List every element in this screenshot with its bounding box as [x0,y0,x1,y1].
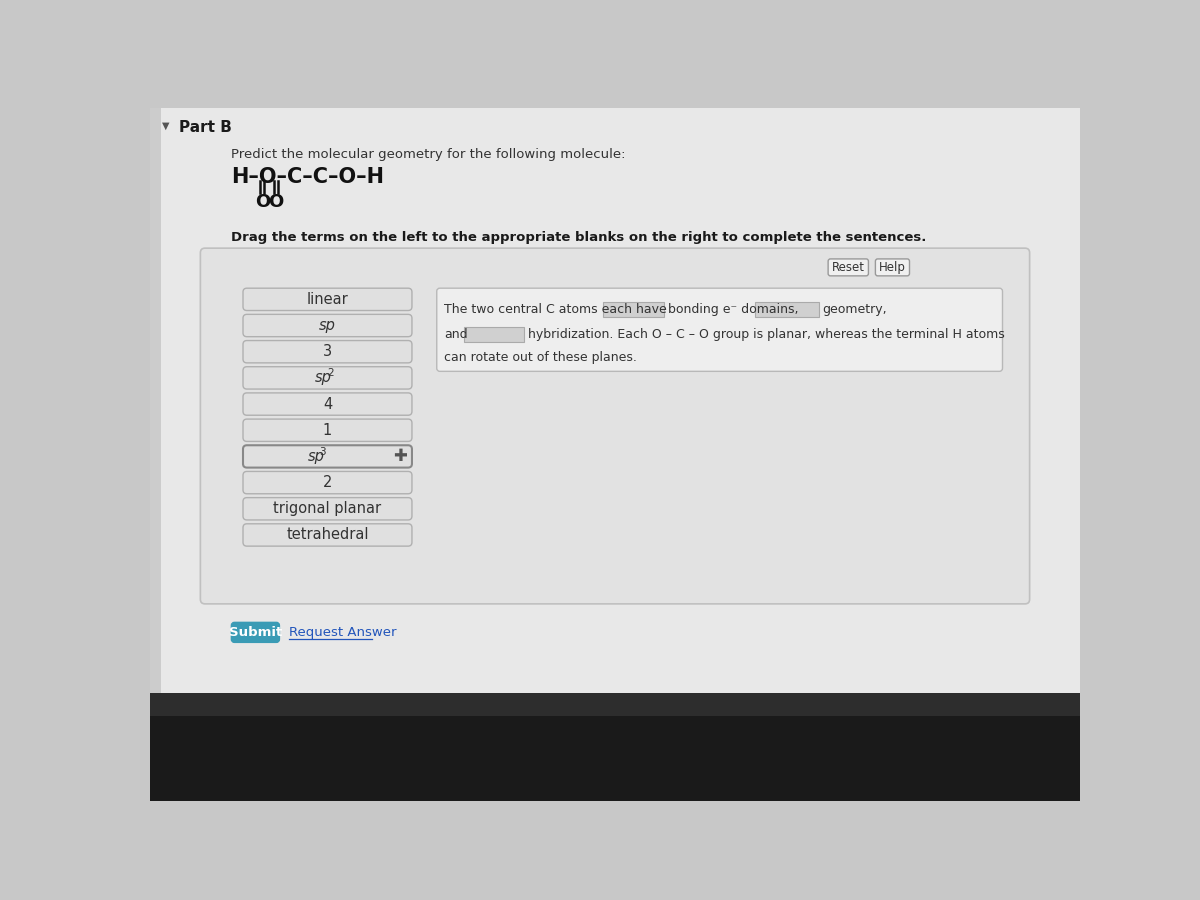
Text: 3: 3 [319,446,326,457]
Text: 4: 4 [323,397,332,411]
Text: trigonal planar: trigonal planar [274,501,382,517]
Text: sp: sp [316,371,332,385]
FancyBboxPatch shape [242,366,412,389]
Text: The two central C atoms each have: The two central C atoms each have [444,303,667,316]
Text: O: O [254,193,270,211]
Bar [755,302,818,318]
FancyBboxPatch shape [242,472,412,494]
FancyBboxPatch shape [242,393,412,415]
Bar [464,327,524,342]
Bar [604,302,664,318]
FancyBboxPatch shape [200,248,1030,604]
FancyBboxPatch shape [437,288,1002,372]
FancyBboxPatch shape [242,340,412,363]
Text: sp: sp [319,318,336,333]
Text: 2: 2 [323,475,332,491]
Text: H–O–C–C–O–H: H–O–C–C–O–H [232,167,384,187]
Text: geometry,: geometry, [823,303,887,316]
FancyBboxPatch shape [242,314,412,337]
FancyBboxPatch shape [876,259,910,276]
Bar [150,108,161,693]
FancyBboxPatch shape [242,419,412,441]
Bar [150,693,1080,801]
Text: Drag the terms on the left to the appropriate blanks on the right to complete th: Drag the terms on the left to the approp… [232,231,926,244]
Text: O: O [269,193,284,211]
Text: and: and [444,328,468,341]
Text: sp: sp [307,449,324,464]
Bar [150,108,1080,693]
Text: Part B: Part B [180,121,233,135]
FancyBboxPatch shape [828,259,869,276]
Text: 1: 1 [323,423,332,437]
FancyBboxPatch shape [242,446,412,468]
Text: Request Answer: Request Answer [289,626,396,639]
Text: Reset: Reset [832,261,865,274]
Text: ▼: ▼ [162,121,170,130]
Text: ✚: ✚ [392,447,407,465]
Text: Help: Help [880,261,906,274]
Bar [150,693,1080,716]
Text: 2: 2 [328,368,334,378]
Text: bonding e⁻ domains,: bonding e⁻ domains, [667,303,798,316]
FancyBboxPatch shape [232,623,280,643]
FancyBboxPatch shape [242,524,412,546]
Text: can rotate out of these planes.: can rotate out of these planes. [444,351,637,364]
Text: tetrahedral: tetrahedral [287,527,368,543]
Text: linear: linear [307,292,348,307]
Text: hybridization. Each O – C – O group is planar, whereas the terminal H atoms: hybridization. Each O – C – O group is p… [528,328,1004,341]
FancyBboxPatch shape [242,288,412,310]
FancyBboxPatch shape [242,498,412,520]
Text: Submit: Submit [229,626,282,639]
Text: Predict the molecular geometry for the following molecule:: Predict the molecular geometry for the f… [232,148,626,161]
Text: 3: 3 [323,344,332,359]
